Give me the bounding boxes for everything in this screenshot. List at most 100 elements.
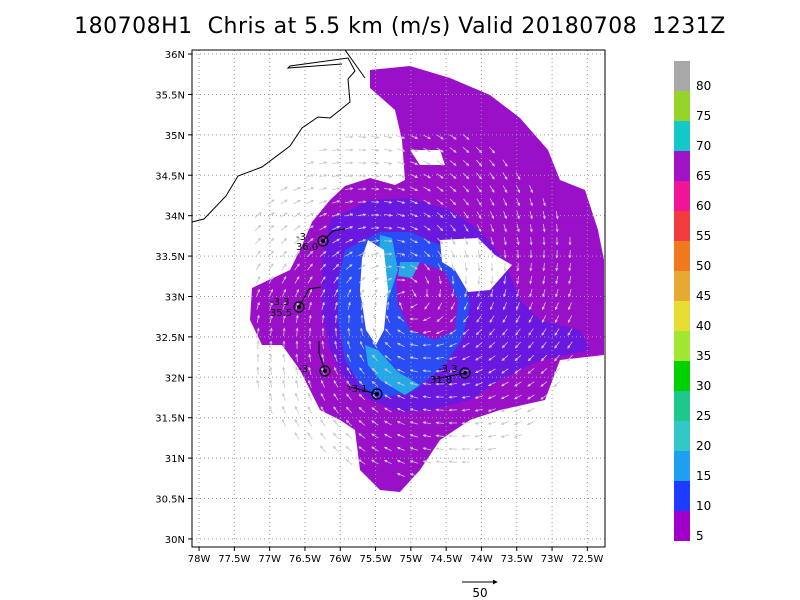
wind-arrow	[423, 160, 431, 166]
wind-arrow	[422, 330, 431, 334]
x-tick-label: 77.5W	[218, 554, 250, 565]
wind-arrow	[332, 213, 341, 217]
wind-arrow	[436, 199, 444, 205]
wind-arrow	[295, 288, 300, 297]
wind-arrow	[436, 147, 444, 153]
wind-arrow	[515, 172, 521, 180]
wind-arrow	[474, 421, 484, 425]
wind-arrow	[448, 395, 458, 399]
wind-arrow	[282, 288, 286, 297]
wind-arrow	[269, 327, 273, 337]
wind-arrow	[267, 237, 275, 245]
wind-arrow	[372, 327, 378, 336]
wind-arrow	[319, 225, 327, 231]
x-tick-label: 74.5W	[430, 554, 462, 565]
wind-arrow	[516, 211, 520, 220]
wind-arrow	[488, 355, 496, 361]
colorbar-swatch	[674, 421, 690, 451]
wind-arrow	[345, 226, 354, 230]
wind-arrow	[306, 187, 315, 191]
wind-arrow	[383, 265, 393, 269]
wind-arrow	[397, 291, 406, 295]
wind-arrow	[359, 367, 365, 375]
wind-arrow	[462, 147, 470, 153]
wind-arrow	[334, 340, 338, 349]
drop-marker	[293, 286, 322, 313]
wind-arrow	[448, 369, 457, 373]
wind-arrow	[293, 250, 301, 258]
wind-arrow	[397, 316, 405, 322]
wind-arrow	[385, 314, 390, 323]
wind-arrow	[476, 172, 482, 180]
y-tick-label: 36N	[165, 50, 185, 61]
wind-arrow	[410, 212, 419, 218]
y-tick-label: 34.5N	[155, 171, 185, 182]
wind-arrow	[358, 393, 366, 401]
wind-arrow	[423, 199, 431, 205]
wind-arrow	[448, 382, 458, 386]
wind-arrow	[529, 185, 533, 194]
wind-arrow	[345, 406, 352, 414]
wind-arrow	[320, 419, 326, 427]
wind-arrow	[396, 394, 405, 399]
colorbar-label: 80	[696, 79, 711, 93]
wind-arrow	[411, 289, 417, 297]
wind-arrow	[567, 315, 573, 324]
wind-arrow	[555, 289, 559, 298]
wind-arrow	[475, 146, 483, 154]
wind-arrow	[396, 408, 405, 412]
wind-arrow	[513, 407, 522, 413]
wind-arrow	[422, 343, 432, 347]
wind-arrow	[568, 302, 572, 311]
wind-arrow	[320, 406, 326, 414]
wind-arrow	[448, 342, 457, 348]
wind-arrow	[320, 393, 326, 401]
wind-arrow	[410, 161, 419, 165]
wind-arrow	[384, 433, 392, 439]
wind-arrow	[463, 302, 469, 311]
wind-arrow	[295, 366, 299, 375]
no-data-region	[360, 240, 388, 345]
colorbar-label: 10	[696, 499, 711, 513]
wind-arrow	[347, 340, 351, 349]
wind-arrow	[436, 224, 444, 232]
drop-marker	[318, 341, 331, 377]
wind-arrow	[461, 408, 471, 412]
wind-arrow	[422, 395, 432, 399]
drop-label: -3.1	[348, 384, 368, 395]
wind-arrow	[449, 173, 457, 179]
wind-arrow	[294, 276, 300, 284]
wind-arrow	[371, 433, 379, 439]
y-tick-label: 30.5N	[155, 495, 185, 506]
wind-arrow	[319, 212, 328, 218]
wind-arrow	[295, 379, 299, 388]
wind-arrow	[503, 211, 507, 220]
wind-arrow	[423, 186, 431, 192]
wind-arrow	[397, 187, 406, 191]
wind-arrow	[422, 421, 432, 425]
y-tick-label: 32.5N	[155, 333, 185, 344]
colorbar-swatch	[674, 301, 690, 331]
colorbar-label: 45	[696, 289, 711, 303]
wind-arrow	[451, 275, 455, 285]
wind-arrow	[526, 420, 535, 426]
wind-arrow	[516, 198, 520, 207]
x-tick-label: 77W	[258, 554, 281, 565]
wind-arrow	[307, 288, 313, 297]
wind-arrow	[293, 212, 301, 218]
wind-arrow	[515, 315, 521, 323]
wind-arrow	[370, 135, 380, 139]
wind-arrow	[514, 381, 522, 387]
wind-arrow	[500, 408, 509, 412]
wind-arrow	[281, 276, 287, 284]
wind-arrow	[396, 434, 405, 438]
wind-arrow	[435, 421, 445, 425]
wind-arrow	[489, 159, 495, 167]
wind-arrow	[344, 174, 354, 178]
wind-arrow	[449, 198, 457, 206]
wind-arrow	[295, 301, 299, 310]
wind-arrow	[463, 211, 469, 219]
x-tick-label: 73.5W	[501, 554, 533, 565]
wind-arrow	[294, 263, 300, 271]
